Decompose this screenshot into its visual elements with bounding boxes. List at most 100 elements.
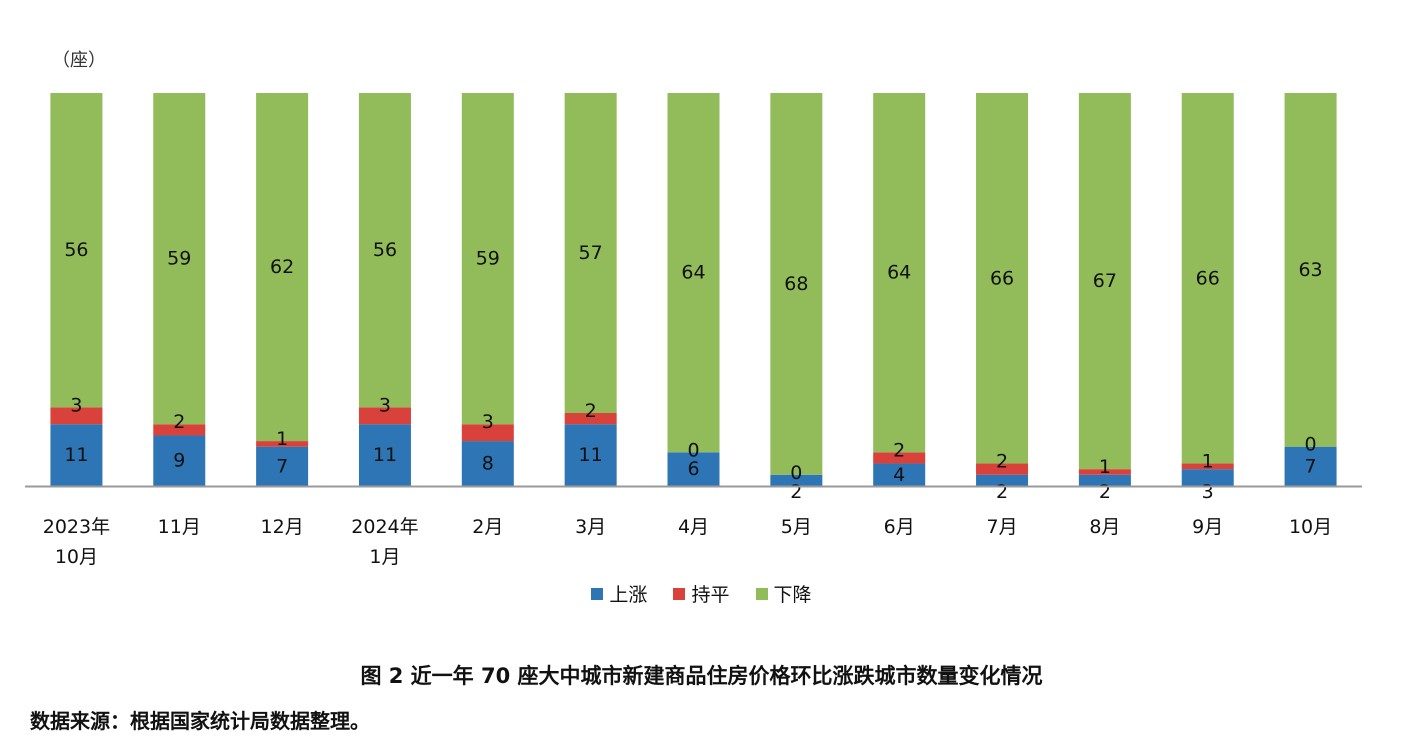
bar-rise-0 [50, 424, 103, 486]
bar-flat-8 [873, 452, 926, 464]
data-label-flat-4: 3 [482, 411, 494, 433]
bar-rise-4 [461, 441, 514, 486]
x-tick-label-2-0: 12月 [261, 516, 304, 538]
data-label-rise-12: 7 [1305, 455, 1317, 477]
figure-caption: 图 2 近一年 70 座大中城市新建商品住房价格环比涨跌城市数量变化情况 [360, 664, 1043, 688]
legend: 上涨 持平 下降 [0, 580, 1403, 607]
bar-rise-9 [976, 474, 1029, 486]
bar-fall-4 [461, 93, 514, 425]
bar-rise-5 [564, 424, 617, 486]
x-tick-label-1-0: 11月 [158, 516, 201, 538]
x-tick-label-12-0: 10月 [1289, 516, 1332, 538]
bar-fall-9 [976, 93, 1029, 464]
data-label-rise-11: 3 [1202, 481, 1214, 503]
bar-flat-5 [564, 413, 617, 425]
y-unit-label: （座） [52, 50, 106, 71]
data-label-fall-3: 56 [373, 239, 397, 261]
x-tick-label-11-0: 9月 [1192, 516, 1223, 538]
data-label-flat-0: 3 [70, 394, 82, 416]
x-tick-label-6-0: 4月 [678, 516, 709, 538]
data-label-flat-10: 1 [1099, 456, 1111, 478]
bar-fall-7 [770, 93, 823, 475]
legend-label-flat: 持平 [691, 584, 730, 606]
data-label-fall-7: 68 [784, 273, 808, 295]
x-tick-label-3-1: 1月 [369, 546, 400, 568]
x-tick-label-9-0: 7月 [986, 516, 1017, 538]
x-tick-label-8-0: 6月 [884, 516, 915, 538]
bar-rise-6 [667, 452, 720, 486]
bar-fall-12 [1284, 93, 1337, 447]
data-label-flat-6: 0 [687, 439, 699, 461]
legend-swatch-rise [591, 587, 604, 600]
x-tick-label-5-0: 3月 [575, 516, 606, 538]
bar-fall-0 [50, 93, 103, 408]
x-tick-label-0-0: 2023年 [43, 516, 110, 538]
data-label-flat-12: 0 [1305, 434, 1317, 456]
data-label-fall-11: 66 [1196, 267, 1220, 289]
bar-flat-0 [50, 407, 103, 425]
legend-label-fall: 下降 [773, 584, 812, 606]
bar-fall-8 [873, 93, 926, 453]
x-tick-label-4-0: 2月 [472, 516, 503, 538]
data-label-fall-6: 64 [681, 262, 705, 284]
data-label-fall-9: 66 [990, 267, 1014, 289]
data-label-fall-0: 56 [64, 239, 88, 261]
x-tick-label-10-0: 8月 [1089, 516, 1120, 538]
data-label-rise-4: 8 [482, 453, 494, 475]
data-label-flat-8: 2 [893, 439, 905, 461]
data-label-rise-2: 7 [276, 455, 288, 477]
data-label-rise-3: 11 [373, 444, 397, 466]
data-label-rise-8: 4 [893, 464, 905, 486]
bar-flat-3 [358, 407, 411, 425]
data-label-flat-7: 0 [790, 462, 802, 484]
x-tick-label-0-1: 10月 [55, 546, 98, 568]
data-label-rise-7: 2 [790, 481, 802, 503]
legend-item-fall: 下降 [755, 580, 812, 607]
bar-fall-3 [358, 93, 411, 408]
x-tick-label-3-0: 2024年 [351, 516, 418, 538]
bar-fall-5 [564, 93, 617, 414]
bar-rise-10 [1078, 474, 1131, 486]
data-label-flat-5: 2 [585, 400, 597, 422]
bar-flat-10 [1078, 469, 1131, 475]
bar-fall-10 [1078, 93, 1131, 470]
data-label-rise-1: 9 [173, 450, 185, 472]
stacked-bar-chart: 113562023年10月925911月716212月113562024年1月8… [25, 93, 1362, 568]
bar-rise-2 [256, 446, 309, 486]
data-label-rise-5: 11 [579, 444, 603, 466]
bar-flat-11 [1181, 463, 1234, 470]
bar-flat-2 [256, 441, 309, 447]
data-label-fall-2: 62 [270, 256, 294, 278]
data-label-fall-8: 64 [887, 262, 911, 284]
legend-label-rise: 上涨 [609, 584, 648, 606]
bar-fall-6 [667, 93, 720, 453]
bar-fall-2 [256, 93, 309, 442]
data-label-fall-4: 59 [476, 248, 500, 270]
data-label-rise-6: 6 [687, 458, 699, 480]
bar-rise-3 [358, 424, 411, 486]
bar-rise-7 [770, 474, 823, 486]
data-label-flat-2: 1 [276, 428, 288, 450]
bar-rise-8 [873, 463, 926, 486]
bar-rise-1 [153, 435, 206, 486]
data-label-rise-9: 2 [996, 481, 1008, 503]
legend-item-rise: 上涨 [591, 580, 647, 607]
legend-item-flat: 持平 [673, 580, 730, 607]
bar-flat-1 [153, 424, 206, 436]
data-label-flat-3: 3 [379, 394, 391, 416]
data-label-rise-10: 2 [1099, 481, 1111, 503]
bar-flat-9 [976, 463, 1029, 475]
data-label-flat-1: 2 [173, 411, 185, 433]
data-label-flat-11: 1 [1202, 451, 1214, 473]
bar-fall-11 [1181, 93, 1234, 464]
data-label-fall-10: 67 [1093, 270, 1117, 292]
legend-swatch-fall [755, 587, 768, 600]
data-label-fall-5: 57 [579, 242, 603, 264]
legend-swatch-flat [673, 587, 686, 600]
x-tick-label-7-0: 5月 [781, 516, 812, 538]
data-label-flat-9: 2 [996, 451, 1008, 473]
data-label-fall-12: 63 [1298, 259, 1322, 281]
bar-fall-1 [153, 93, 206, 425]
data-source-note: 数据来源：根据国家统计局数据整理。 [30, 709, 370, 733]
data-label-rise-0: 11 [64, 444, 88, 466]
